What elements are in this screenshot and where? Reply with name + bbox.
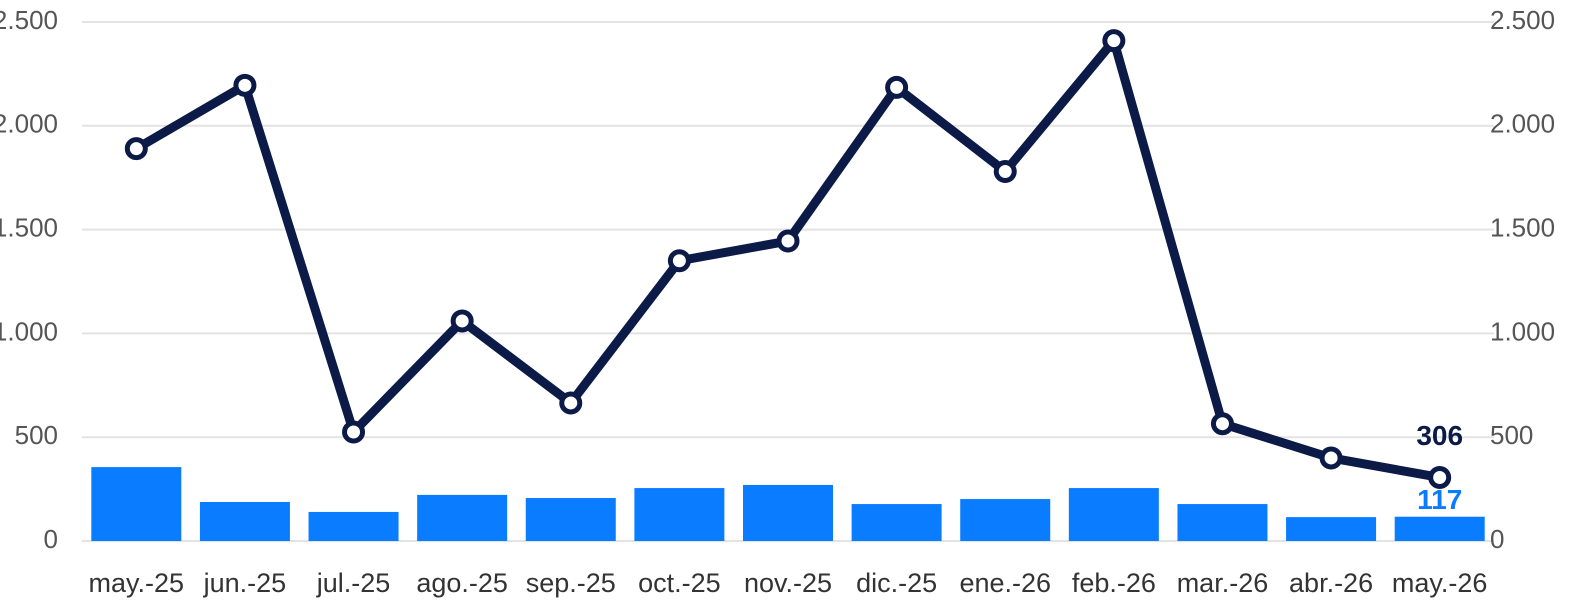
- x-tick-label: may.-25: [89, 568, 185, 598]
- bar: [1177, 504, 1268, 541]
- y-tick-label: 0: [44, 524, 58, 554]
- line-point: [342, 420, 366, 444]
- bar: [851, 504, 942, 541]
- bar: [1394, 516, 1485, 541]
- line-point: [885, 75, 909, 99]
- bar: [199, 501, 290, 541]
- line-point: [776, 229, 800, 253]
- line-point: [667, 249, 691, 273]
- x-tick-label: may.-26: [1392, 568, 1488, 598]
- line-point: [1102, 29, 1126, 53]
- data-label: 117: [1417, 484, 1462, 515]
- bar: [1068, 488, 1159, 541]
- line-point: [1210, 412, 1234, 436]
- y-tick-label: 500: [15, 420, 58, 450]
- bar: [634, 488, 725, 541]
- bar: [91, 467, 182, 541]
- line-point: [993, 159, 1017, 183]
- y2-tick-label: 2.000: [1490, 109, 1555, 139]
- line-point: [124, 137, 148, 161]
- x-tick-label: jun.-25: [203, 568, 287, 598]
- line-point: [1319, 446, 1343, 470]
- bar: [308, 511, 399, 541]
- x-tick-label: sep.-25: [526, 568, 616, 598]
- x-tick-label: nov.-25: [744, 568, 832, 598]
- y-tick-label: 2.500: [0, 5, 58, 35]
- x-tick-label: ene.-26: [959, 568, 1051, 598]
- line: [134, 36, 1441, 482]
- x-tick-label: oct.-25: [638, 568, 721, 598]
- y2-tick-label: 0: [1490, 524, 1504, 554]
- data-label: 306: [1416, 420, 1463, 451]
- y-tick-label: 1.000: [0, 316, 58, 346]
- bar: [525, 498, 616, 541]
- y2-tick-label: 1.500: [1490, 212, 1555, 242]
- y2-tick-label: 1.000: [1490, 316, 1555, 346]
- bar: [743, 484, 833, 541]
- bar: [1286, 517, 1377, 541]
- x-tick-label: jul.-25: [316, 568, 391, 598]
- line-point: [559, 391, 583, 415]
- bar: [417, 494, 508, 541]
- line-point: [1428, 465, 1452, 489]
- x-tick-label: dic.-25: [856, 568, 937, 598]
- y2-tick-label: 2.500: [1490, 5, 1555, 35]
- bar: [960, 499, 1051, 541]
- y2-tick-label: 500: [1490, 420, 1533, 450]
- y-tick-label: 2.000: [0, 109, 58, 139]
- x-tick-label: abr.-26: [1289, 568, 1373, 598]
- line-point: [233, 73, 257, 97]
- x-tick-label: mar.-26: [1177, 568, 1269, 598]
- y-tick-label: 1.500: [0, 212, 58, 242]
- x-tick-label: ago.-25: [416, 568, 508, 598]
- x-tick-label: feb.-26: [1072, 568, 1156, 598]
- line-point: [450, 309, 474, 333]
